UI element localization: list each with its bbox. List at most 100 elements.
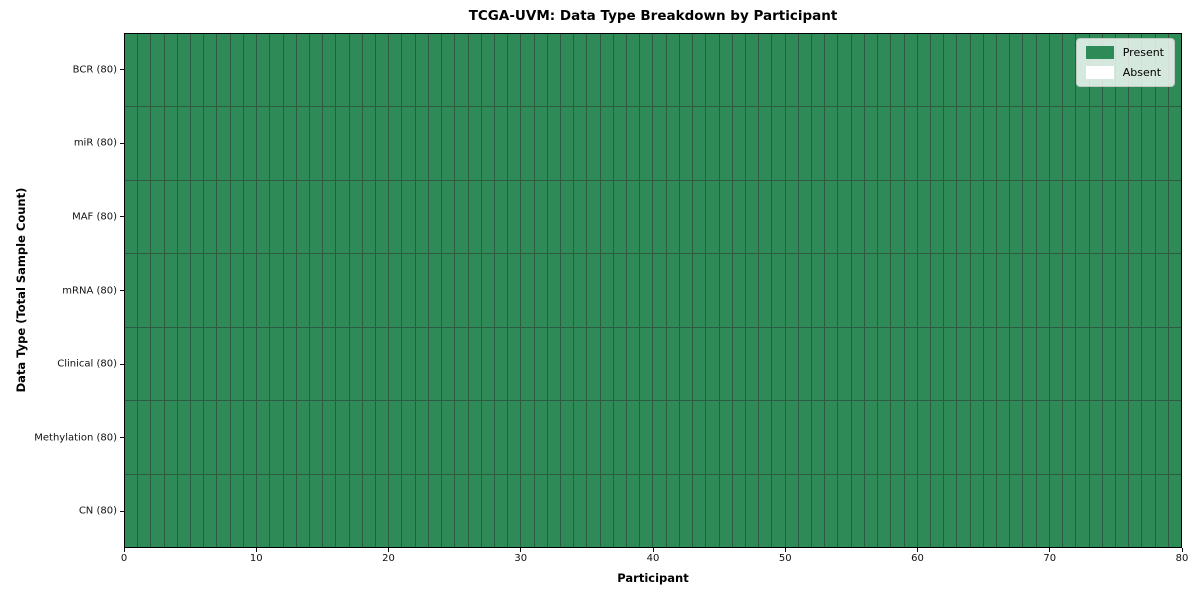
heatmap-cell <box>851 180 864 254</box>
heatmap-cell <box>362 34 376 107</box>
heatmap-cell <box>798 254 812 327</box>
heatmap-cell <box>613 401 627 474</box>
heatmap-cell <box>1089 180 1102 254</box>
heatmap-cell <box>1115 107 1129 180</box>
heatmap-cell <box>1142 107 1155 180</box>
heatmap-cell <box>151 107 164 180</box>
y-tick-label: MAF (80) <box>72 211 117 223</box>
heatmap-cell <box>706 401 719 474</box>
heatmap-cell <box>706 254 719 327</box>
heatmap-cell <box>745 327 759 401</box>
heatmap-cell <box>878 107 891 180</box>
heatmap-cell <box>1010 327 1023 401</box>
heatmap-cell <box>243 180 257 254</box>
heatmap-cell <box>997 107 1010 180</box>
x-tick-mark <box>784 548 786 552</box>
heatmap-cell <box>164 327 177 401</box>
heatmap-cell <box>415 474 428 547</box>
heatmap-cell <box>1023 34 1036 107</box>
heatmap-cell <box>627 401 640 474</box>
heatmap-cell <box>442 180 455 254</box>
x-tick-label: 70 <box>1043 553 1057 564</box>
heatmap-cell <box>666 254 679 327</box>
heatmap-cell <box>745 254 759 327</box>
heatmap-cell <box>1049 401 1063 474</box>
heatmap-cell <box>442 327 455 401</box>
heatmap-cell <box>191 254 204 327</box>
heatmap-cell <box>640 327 653 401</box>
heatmap-cell <box>1063 180 1076 254</box>
heatmap-cell <box>1168 254 1181 327</box>
heatmap-cell <box>243 107 257 180</box>
heatmap-cell <box>864 401 878 474</box>
heatmap-cell <box>732 327 745 401</box>
heatmap-cell <box>613 180 627 254</box>
heatmap-cell <box>125 254 138 327</box>
heatmap-cell <box>878 34 891 107</box>
heatmap-cell <box>1049 474 1063 547</box>
heatmap-cell <box>930 401 944 474</box>
heatmap-cell <box>164 474 177 547</box>
heatmap-cell <box>574 327 587 401</box>
heatmap-cell <box>561 254 574 327</box>
heatmap-cell <box>732 34 745 107</box>
heatmap-cell <box>878 180 891 254</box>
heatmap-cell <box>983 254 997 327</box>
legend-entry-absent: Absent <box>1085 66 1164 79</box>
heatmap-cell <box>455 34 468 107</box>
heatmap-cell <box>151 180 164 254</box>
heatmap-cell <box>825 474 838 547</box>
heatmap-cell <box>1076 107 1089 180</box>
heatmap-cell <box>785 107 798 180</box>
heatmap-cell <box>534 401 547 474</box>
heatmap-cell <box>309 401 323 474</box>
heatmap-cell <box>389 107 402 180</box>
heatmap-cell <box>442 107 455 180</box>
heatmap-cell <box>1142 254 1155 327</box>
heatmap-cell <box>521 180 534 254</box>
heatmap-cell <box>1063 474 1076 547</box>
heatmap-cell <box>283 254 296 327</box>
heatmap-cell <box>309 474 323 547</box>
heatmap-cell <box>1063 107 1076 180</box>
heatmap-cell <box>891 254 904 327</box>
heatmap-cell <box>864 107 878 180</box>
heatmap-cell <box>930 107 944 180</box>
heatmap-cell <box>587 107 600 180</box>
heatmap-cell <box>415 107 428 180</box>
heatmap-cell <box>534 474 547 547</box>
heatmap-cell <box>349 327 362 401</box>
heatmap-cell <box>891 107 904 180</box>
heatmap-cell <box>838 401 851 474</box>
x-tick-mark <box>1049 548 1051 552</box>
heatmap-cell <box>1102 327 1115 401</box>
heatmap-cell <box>983 474 997 547</box>
heatmap-cell <box>1129 107 1142 180</box>
heatmap-cell <box>243 474 257 547</box>
heatmap-cell <box>1089 254 1102 327</box>
heatmap-cell <box>812 327 825 401</box>
heatmap-cell <box>904 180 917 254</box>
heatmap-cell <box>164 180 177 254</box>
heatmap-cell <box>1155 327 1168 401</box>
x-tick-mark <box>652 548 654 552</box>
heatmap-cell <box>732 254 745 327</box>
heatmap-cell <box>468 474 481 547</box>
heatmap-cell <box>402 401 415 474</box>
heatmap-cell <box>838 474 851 547</box>
heatmap-cell <box>283 34 296 107</box>
heatmap-cell <box>613 107 627 180</box>
heatmap-cell <box>521 34 534 107</box>
heatmap-cell <box>825 180 838 254</box>
heatmap-cell <box>455 401 468 474</box>
heatmap-cell <box>653 34 666 107</box>
heatmap-cell <box>508 254 521 327</box>
heatmap-cell <box>653 254 666 327</box>
heatmap-cell <box>1129 180 1142 254</box>
heatmap-cell <box>1089 327 1102 401</box>
heatmap-cell <box>217 254 230 327</box>
heatmap-cell <box>1063 401 1076 474</box>
heatmap-cell <box>402 107 415 180</box>
heatmap-cell <box>759 474 772 547</box>
heatmap-cell <box>1036 327 1049 401</box>
